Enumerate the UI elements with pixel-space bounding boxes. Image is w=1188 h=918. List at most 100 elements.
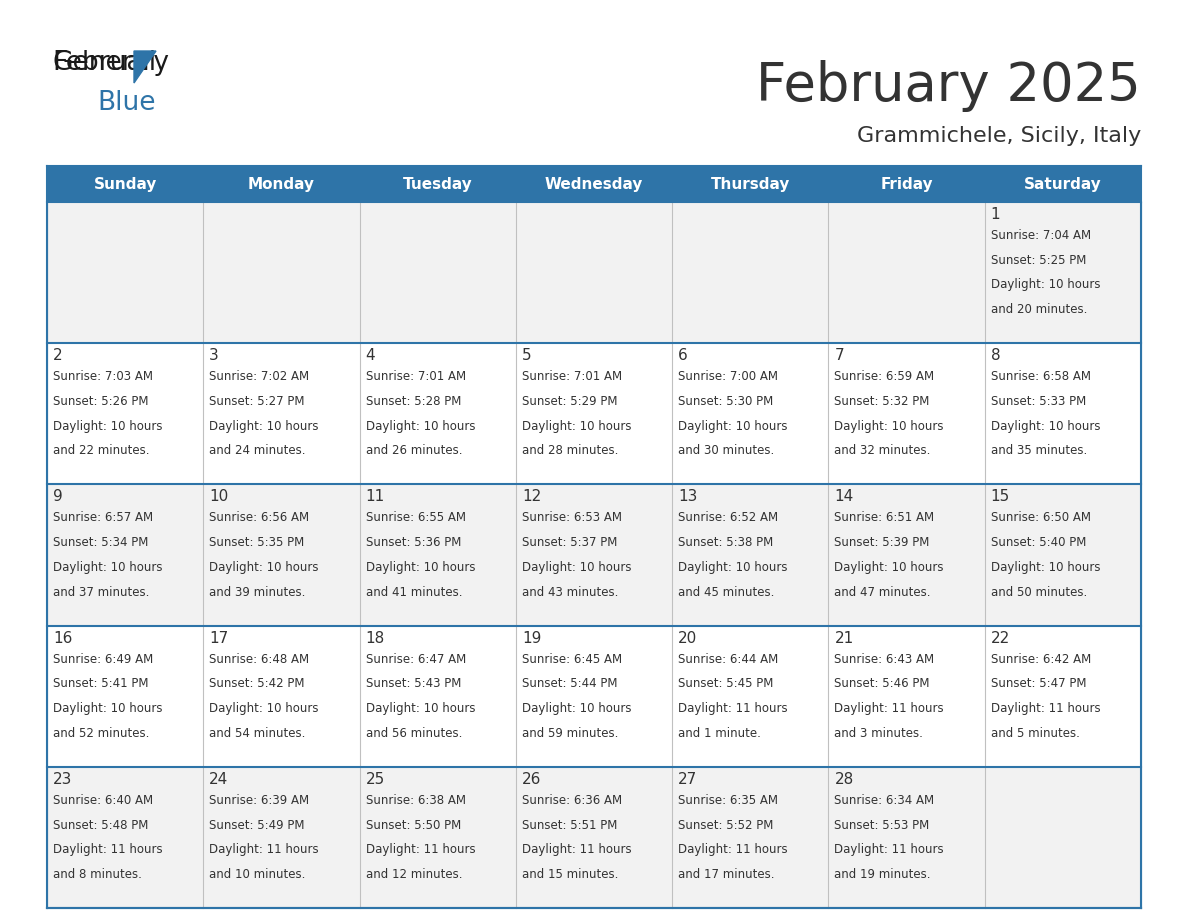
Text: Grammichele, Sicily, Italy: Grammichele, Sicily, Italy: [857, 126, 1140, 146]
Text: Sunrise: 7:02 AM: Sunrise: 7:02 AM: [209, 370, 309, 383]
Text: Sunset: 5:48 PM: Sunset: 5:48 PM: [53, 819, 148, 832]
Text: 13: 13: [678, 489, 697, 504]
Text: 15: 15: [991, 489, 1010, 504]
Text: Sunrise: 6:44 AM: Sunrise: 6:44 AM: [678, 653, 778, 666]
Text: 8: 8: [991, 348, 1000, 364]
Text: Blue: Blue: [97, 90, 156, 116]
Bar: [48, 625, 1140, 767]
Text: Sunset: 5:35 PM: Sunset: 5:35 PM: [209, 536, 304, 549]
Bar: [48, 166, 1140, 202]
Text: 3: 3: [209, 348, 219, 364]
Text: Sunrise: 6:40 AM: Sunrise: 6:40 AM: [53, 794, 153, 807]
Text: Daylight: 10 hours: Daylight: 10 hours: [53, 561, 163, 574]
Text: 18: 18: [366, 631, 385, 645]
Text: Sunrise: 6:56 AM: Sunrise: 6:56 AM: [209, 511, 309, 524]
Text: 4: 4: [366, 348, 375, 364]
Text: Friday: Friday: [880, 176, 933, 192]
Text: Sunrise: 6:49 AM: Sunrise: 6:49 AM: [53, 653, 153, 666]
Text: 16: 16: [53, 631, 72, 645]
Text: Sunset: 5:40 PM: Sunset: 5:40 PM: [991, 536, 1086, 549]
Text: Daylight: 10 hours: Daylight: 10 hours: [522, 420, 631, 432]
Text: Daylight: 11 hours: Daylight: 11 hours: [53, 844, 163, 856]
Text: February 2025: February 2025: [757, 60, 1140, 112]
Text: Daylight: 11 hours: Daylight: 11 hours: [834, 702, 944, 715]
Text: and 54 minutes.: and 54 minutes.: [209, 727, 305, 740]
Text: Sunrise: 6:55 AM: Sunrise: 6:55 AM: [366, 511, 466, 524]
Text: Wednesday: Wednesday: [545, 176, 643, 192]
Text: Daylight: 11 hours: Daylight: 11 hours: [834, 844, 944, 856]
Text: Sunrise: 6:47 AM: Sunrise: 6:47 AM: [366, 653, 466, 666]
Text: 23: 23: [53, 772, 72, 787]
Text: Sunset: 5:45 PM: Sunset: 5:45 PM: [678, 677, 773, 690]
Text: 14: 14: [834, 489, 854, 504]
Text: Daylight: 10 hours: Daylight: 10 hours: [678, 561, 788, 574]
Text: Monday: Monday: [248, 176, 315, 192]
Text: Sunset: 5:50 PM: Sunset: 5:50 PM: [366, 819, 461, 832]
Text: and 52 minutes.: and 52 minutes.: [53, 727, 150, 740]
Text: Sunset: 5:49 PM: Sunset: 5:49 PM: [209, 819, 305, 832]
Text: and 35 minutes.: and 35 minutes.: [991, 444, 1087, 457]
Text: Daylight: 10 hours: Daylight: 10 hours: [366, 420, 475, 432]
Text: Sunset: 5:44 PM: Sunset: 5:44 PM: [522, 677, 618, 690]
Text: 20: 20: [678, 631, 697, 645]
Text: Daylight: 11 hours: Daylight: 11 hours: [366, 844, 475, 856]
Text: Sunday: Sunday: [94, 176, 157, 192]
Text: Daylight: 11 hours: Daylight: 11 hours: [991, 702, 1100, 715]
Text: and 41 minutes.: and 41 minutes.: [366, 586, 462, 599]
Text: Sunrise: 7:01 AM: Sunrise: 7:01 AM: [366, 370, 466, 383]
Text: 17: 17: [209, 631, 228, 645]
Text: Daylight: 10 hours: Daylight: 10 hours: [678, 420, 788, 432]
Text: Sunset: 5:47 PM: Sunset: 5:47 PM: [991, 677, 1086, 690]
Text: Sunset: 5:28 PM: Sunset: 5:28 PM: [366, 395, 461, 408]
Text: 28: 28: [834, 772, 854, 787]
Text: Sunrise: 6:34 AM: Sunrise: 6:34 AM: [834, 794, 935, 807]
Text: Sunrise: 6:45 AM: Sunrise: 6:45 AM: [522, 653, 623, 666]
Text: Sunset: 5:32 PM: Sunset: 5:32 PM: [834, 395, 930, 408]
Text: Sunset: 5:36 PM: Sunset: 5:36 PM: [366, 536, 461, 549]
Text: Daylight: 10 hours: Daylight: 10 hours: [209, 561, 318, 574]
Text: and 39 minutes.: and 39 minutes.: [209, 586, 305, 599]
Text: Sunrise: 6:57 AM: Sunrise: 6:57 AM: [53, 511, 153, 524]
Text: and 1 minute.: and 1 minute.: [678, 727, 762, 740]
Text: 24: 24: [209, 772, 228, 787]
Text: Sunset: 5:34 PM: Sunset: 5:34 PM: [53, 536, 148, 549]
Text: Daylight: 10 hours: Daylight: 10 hours: [209, 420, 318, 432]
Text: and 5 minutes.: and 5 minutes.: [991, 727, 1080, 740]
Text: Sunrise: 6:59 AM: Sunrise: 6:59 AM: [834, 370, 935, 383]
Text: and 10 minutes.: and 10 minutes.: [209, 868, 305, 881]
Text: Sunrise: 6:53 AM: Sunrise: 6:53 AM: [522, 511, 621, 524]
Text: 1: 1: [991, 207, 1000, 222]
Text: Sunrise: 6:39 AM: Sunrise: 6:39 AM: [209, 794, 309, 807]
Text: Sunrise: 6:58 AM: Sunrise: 6:58 AM: [991, 370, 1091, 383]
Text: Sunrise: 7:00 AM: Sunrise: 7:00 AM: [678, 370, 778, 383]
Text: Sunrise: 7:01 AM: Sunrise: 7:01 AM: [522, 370, 623, 383]
Text: Sunrise: 7:04 AM: Sunrise: 7:04 AM: [991, 229, 1091, 242]
Text: Sunset: 5:51 PM: Sunset: 5:51 PM: [522, 819, 618, 832]
Text: Sunset: 5:33 PM: Sunset: 5:33 PM: [991, 395, 1086, 408]
Text: Sunset: 5:43 PM: Sunset: 5:43 PM: [366, 677, 461, 690]
Text: and 22 minutes.: and 22 minutes.: [53, 444, 150, 457]
Text: and 28 minutes.: and 28 minutes.: [522, 444, 618, 457]
Text: 5: 5: [522, 348, 531, 364]
Text: Daylight: 10 hours: Daylight: 10 hours: [991, 561, 1100, 574]
Text: 11: 11: [366, 489, 385, 504]
Text: 22: 22: [991, 631, 1010, 645]
Text: Daylight: 10 hours: Daylight: 10 hours: [522, 561, 631, 574]
Text: Sunset: 5:41 PM: Sunset: 5:41 PM: [53, 677, 148, 690]
Text: and 24 minutes.: and 24 minutes.: [209, 444, 305, 457]
Text: and 17 minutes.: and 17 minutes.: [678, 868, 775, 881]
Polygon shape: [134, 51, 156, 83]
Text: Sunrise: 7:03 AM: Sunrise: 7:03 AM: [53, 370, 153, 383]
Text: and 59 minutes.: and 59 minutes.: [522, 727, 618, 740]
Text: and 56 minutes.: and 56 minutes.: [366, 727, 462, 740]
Text: Sunrise: 6:43 AM: Sunrise: 6:43 AM: [834, 653, 935, 666]
Text: 7: 7: [834, 348, 843, 364]
Text: 25: 25: [366, 772, 385, 787]
Bar: [48, 202, 1140, 343]
Text: Sunrise: 6:38 AM: Sunrise: 6:38 AM: [366, 794, 466, 807]
Text: Sunrise: 6:48 AM: Sunrise: 6:48 AM: [209, 653, 309, 666]
Text: Sunset: 5:25 PM: Sunset: 5:25 PM: [991, 253, 1086, 267]
Text: Daylight: 11 hours: Daylight: 11 hours: [678, 702, 788, 715]
Text: and 50 minutes.: and 50 minutes.: [991, 586, 1087, 599]
Text: Sunset: 5:46 PM: Sunset: 5:46 PM: [834, 677, 930, 690]
